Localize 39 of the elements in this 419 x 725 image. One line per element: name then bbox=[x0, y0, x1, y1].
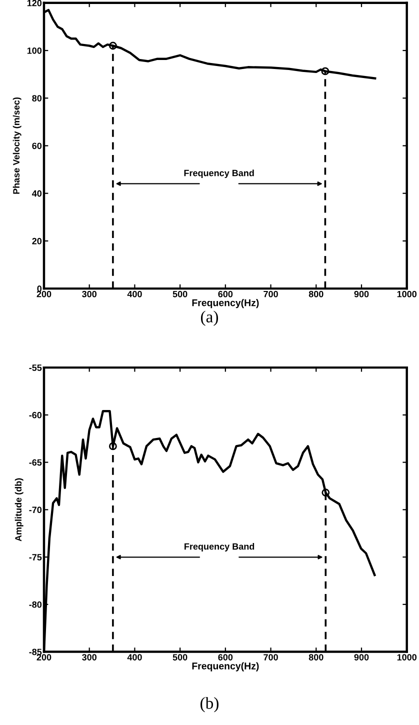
x-tick-label: 900 bbox=[354, 654, 369, 660]
x-tick-label: 700 bbox=[264, 654, 278, 660]
y-tick-label: -70 bbox=[29, 506, 42, 514]
y-tick-label: -85 bbox=[29, 648, 42, 656]
y-tick-label: -60 bbox=[29, 412, 42, 418]
y-axis-title: Phase Velocity (m/sec) bbox=[12, 97, 22, 194]
y-tick-label: 40 bbox=[32, 190, 42, 197]
x-axis-title: Frequency(Hz) bbox=[192, 662, 259, 672]
annotation: Frequency Band bbox=[184, 543, 254, 552]
x-tick-label: 600 bbox=[218, 654, 233, 660]
x-tick-label: 300 bbox=[82, 290, 97, 298]
x-tick-label: 1000 bbox=[397, 290, 417, 298]
y-axis-title: Amplitude (db) bbox=[14, 478, 24, 542]
text: (a) bbox=[200, 310, 218, 326]
x-tick-label: 500 bbox=[172, 290, 188, 298]
x-tick-label: 400 bbox=[127, 290, 142, 298]
x-tick-label: 500 bbox=[172, 654, 188, 660]
y-tick-label: 80 bbox=[32, 95, 42, 102]
x-tick-label: 800 bbox=[308, 654, 324, 660]
y-tick-label: -80 bbox=[29, 601, 42, 608]
x-tick-label: 900 bbox=[354, 290, 369, 298]
x-tick-label: 300 bbox=[82, 654, 97, 660]
annotation: Frequency Band bbox=[184, 170, 254, 178]
y-tick-label: 20 bbox=[32, 238, 42, 244]
y-tick-label: -75 bbox=[29, 554, 42, 560]
x-tick-label: 1000 bbox=[397, 654, 417, 660]
x-tick-label: 700 bbox=[264, 290, 278, 298]
x-tick-label: 600 bbox=[218, 290, 233, 298]
y-tick-label: 60 bbox=[32, 142, 42, 150]
x-tick-label: 200 bbox=[36, 290, 52, 298]
x-tick-label: 800 bbox=[308, 290, 324, 298]
text: (b) bbox=[200, 697, 218, 712]
y-tick-label: -65 bbox=[29, 459, 42, 466]
x-tick-label: 200 bbox=[36, 654, 52, 660]
y-tick-label: -55 bbox=[29, 364, 42, 371]
y-tick-label: 100 bbox=[27, 47, 42, 54]
y-tick-label: 120 bbox=[27, 0, 42, 6]
x-axis-title: Frequency(Hz) bbox=[192, 299, 259, 308]
x-tick-label: 400 bbox=[127, 654, 142, 660]
